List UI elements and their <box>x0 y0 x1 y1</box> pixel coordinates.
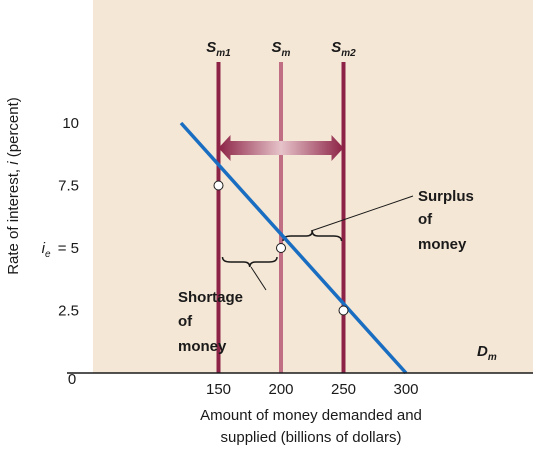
equilibrium-point-1 <box>213 180 224 191</box>
equilibrium-point-3 <box>338 305 349 316</box>
shortage-line3: money <box>178 338 227 355</box>
shortage-line1: Shortage <box>178 289 243 306</box>
origin-label: 0 <box>68 371 76 388</box>
supply-label-m: Sm <box>272 39 291 59</box>
x-axis-label-line1: Amount of money demanded and <box>200 407 422 424</box>
x-tick-label: 250 <box>331 381 356 398</box>
double-arrow <box>218 135 344 161</box>
y-axis-label: Rate of interest, i (percent) <box>5 97 22 275</box>
demand-line <box>179 121 408 375</box>
supply-series-m2: Sm2 <box>331 39 356 373</box>
surplus-annotation: Surplus of money <box>418 188 474 253</box>
y-tick-label: 2.5 <box>58 303 79 320</box>
shortage-brace <box>221 256 278 268</box>
surplus-line1: Surplus <box>418 188 474 205</box>
y-tick-label: 10 <box>62 115 79 132</box>
supply-series-m: Sm <box>272 39 291 373</box>
supply-label-m2: Sm2 <box>331 39 356 59</box>
shortage-line2: of <box>178 313 193 330</box>
x-tick-label: 300 <box>393 381 418 398</box>
x-axis-label-line2: supplied (billions of dollars) <box>221 429 402 446</box>
surplus-line3: money <box>418 236 467 253</box>
supply-series-m1: Sm1 <box>206 39 231 373</box>
x-tick-label: 150 <box>206 381 231 398</box>
y-tick-label: 7.5 <box>58 178 79 195</box>
demand-label: Dm <box>477 343 497 363</box>
shortage-annotation: Shortage of money <box>178 289 243 355</box>
surplus-leader <box>310 195 414 232</box>
supply-label-m1: Sm1 <box>206 39 231 59</box>
equilibrium-point-2 <box>276 243 286 253</box>
plot-panel <box>93 0 533 373</box>
x-tick-label: 200 <box>268 381 293 398</box>
y-tick-label: ie = 5 <box>42 240 79 260</box>
surplus-line2: of <box>418 211 433 228</box>
shortage-leader <box>250 266 267 291</box>
